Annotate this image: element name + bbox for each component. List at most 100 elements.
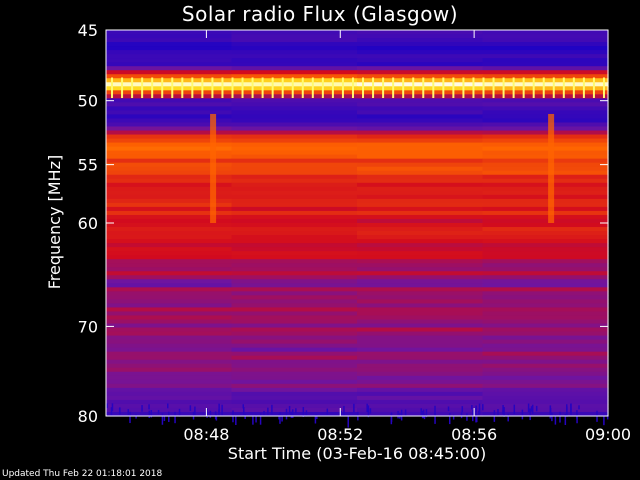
heatmap-cell [357,94,484,99]
heatmap-cell [106,94,233,99]
heatmap-cell [482,174,609,180]
noise-speckle [570,404,572,414]
heatmap-cell [231,106,358,112]
noise-speckle [119,407,121,414]
heatmap-cell [482,98,609,103]
heatmap-cell [231,287,358,292]
heatmap-cell [231,355,358,361]
heatmap-cell [231,335,358,341]
heatmap-cell [231,218,358,224]
noise-speckle [420,408,422,416]
noise-speckle [425,409,428,418]
heatmap-cell [106,263,233,268]
interference-tick [592,77,595,98]
heatmap-cell [482,178,609,184]
heatmap-cell [106,30,233,35]
noise-speckle [288,405,291,415]
interference-tick [321,77,324,98]
heatmap-cell [106,355,233,361]
y-tick-label: 70 [78,317,98,336]
interference-tick [271,77,274,98]
heatmap-cell [357,194,484,200]
interference-tick [241,77,244,98]
heatmap-cell [482,319,609,325]
heatmap-cell [231,214,358,220]
heatmap-cell [357,122,484,128]
heatmap-cell [106,114,233,120]
noise-speckle [267,407,269,415]
heatmap-cell [231,42,358,47]
noise-speckle [447,406,450,412]
interference-tick [351,77,354,98]
heatmap-cell [231,247,358,252]
heatmap-cell [482,307,609,313]
interference-tick [251,77,254,98]
heatmap-cell [357,239,484,244]
heatmap-cell [106,303,233,309]
noise-speckle [235,415,237,425]
heatmap-cell [231,359,358,365]
x-tick-label: 09:00 [585,425,631,444]
noise-speckle [513,404,516,414]
heatmap-cell [357,347,484,353]
heatmap-cell [106,134,233,140]
heatmap-cell [231,154,358,160]
heatmap-cell [357,114,484,120]
noise-speckle [529,408,531,421]
noise-speckle [475,405,477,412]
heatmap-cell [231,202,358,208]
heatmap-cell [482,86,609,91]
heatmap-cell [106,98,233,103]
heatmap-cell [482,271,609,276]
heatmap-cell [357,186,484,192]
heatmap-cell [482,255,609,260]
heatmap-cell [106,235,233,240]
heatmap-cell [231,190,358,196]
heatmap-cell [231,182,358,188]
heatmap-cell [106,323,233,329]
noise-speckle [174,411,176,424]
heatmap-cell [106,279,233,284]
interference-tick [472,77,475,98]
heatmap-cell [106,174,233,180]
heatmap-cell [231,303,358,309]
heatmap-cell [106,375,233,381]
heatmap-cell [482,182,609,188]
heatmap-cell [357,311,484,317]
heatmap-cell [231,54,358,59]
heatmap-cell [106,331,233,337]
interference-tick [191,77,194,98]
heatmap-cell [482,50,609,55]
noise-speckle [214,411,217,420]
heatmap-cell [106,271,233,276]
noise-speckle [400,409,403,421]
heatmap-cell [106,387,233,393]
heatmap-cell [106,295,233,300]
heatmap-cell [106,255,233,260]
noise-speckle [521,409,524,420]
heatmap-cell [482,138,609,144]
heatmap-cell [231,399,358,405]
heatmap-cell [482,391,609,397]
heatmap-cell [357,399,484,405]
heatmap-cell [231,395,358,401]
heatmap-cell [231,227,358,232]
noise-speckle [535,405,538,412]
heatmap-cell [106,166,233,172]
interference-tick [231,77,234,98]
heatmap-cell [106,315,233,321]
heatmap-cell [482,251,609,256]
burst-mark [548,113,555,223]
heatmap-cell [357,38,484,43]
heatmap-cell [357,134,484,140]
heatmap-cell [106,158,233,164]
heatmap-cell [357,331,484,337]
spectrogram-heatmap [106,30,609,428]
heatmap-cell [482,359,609,365]
heatmap-cell [357,351,484,357]
heatmap-cell [106,178,233,184]
heatmap-cell [482,30,609,35]
heatmap-cell [357,403,484,409]
interference-tick [412,77,415,98]
heatmap-cell [357,198,484,204]
